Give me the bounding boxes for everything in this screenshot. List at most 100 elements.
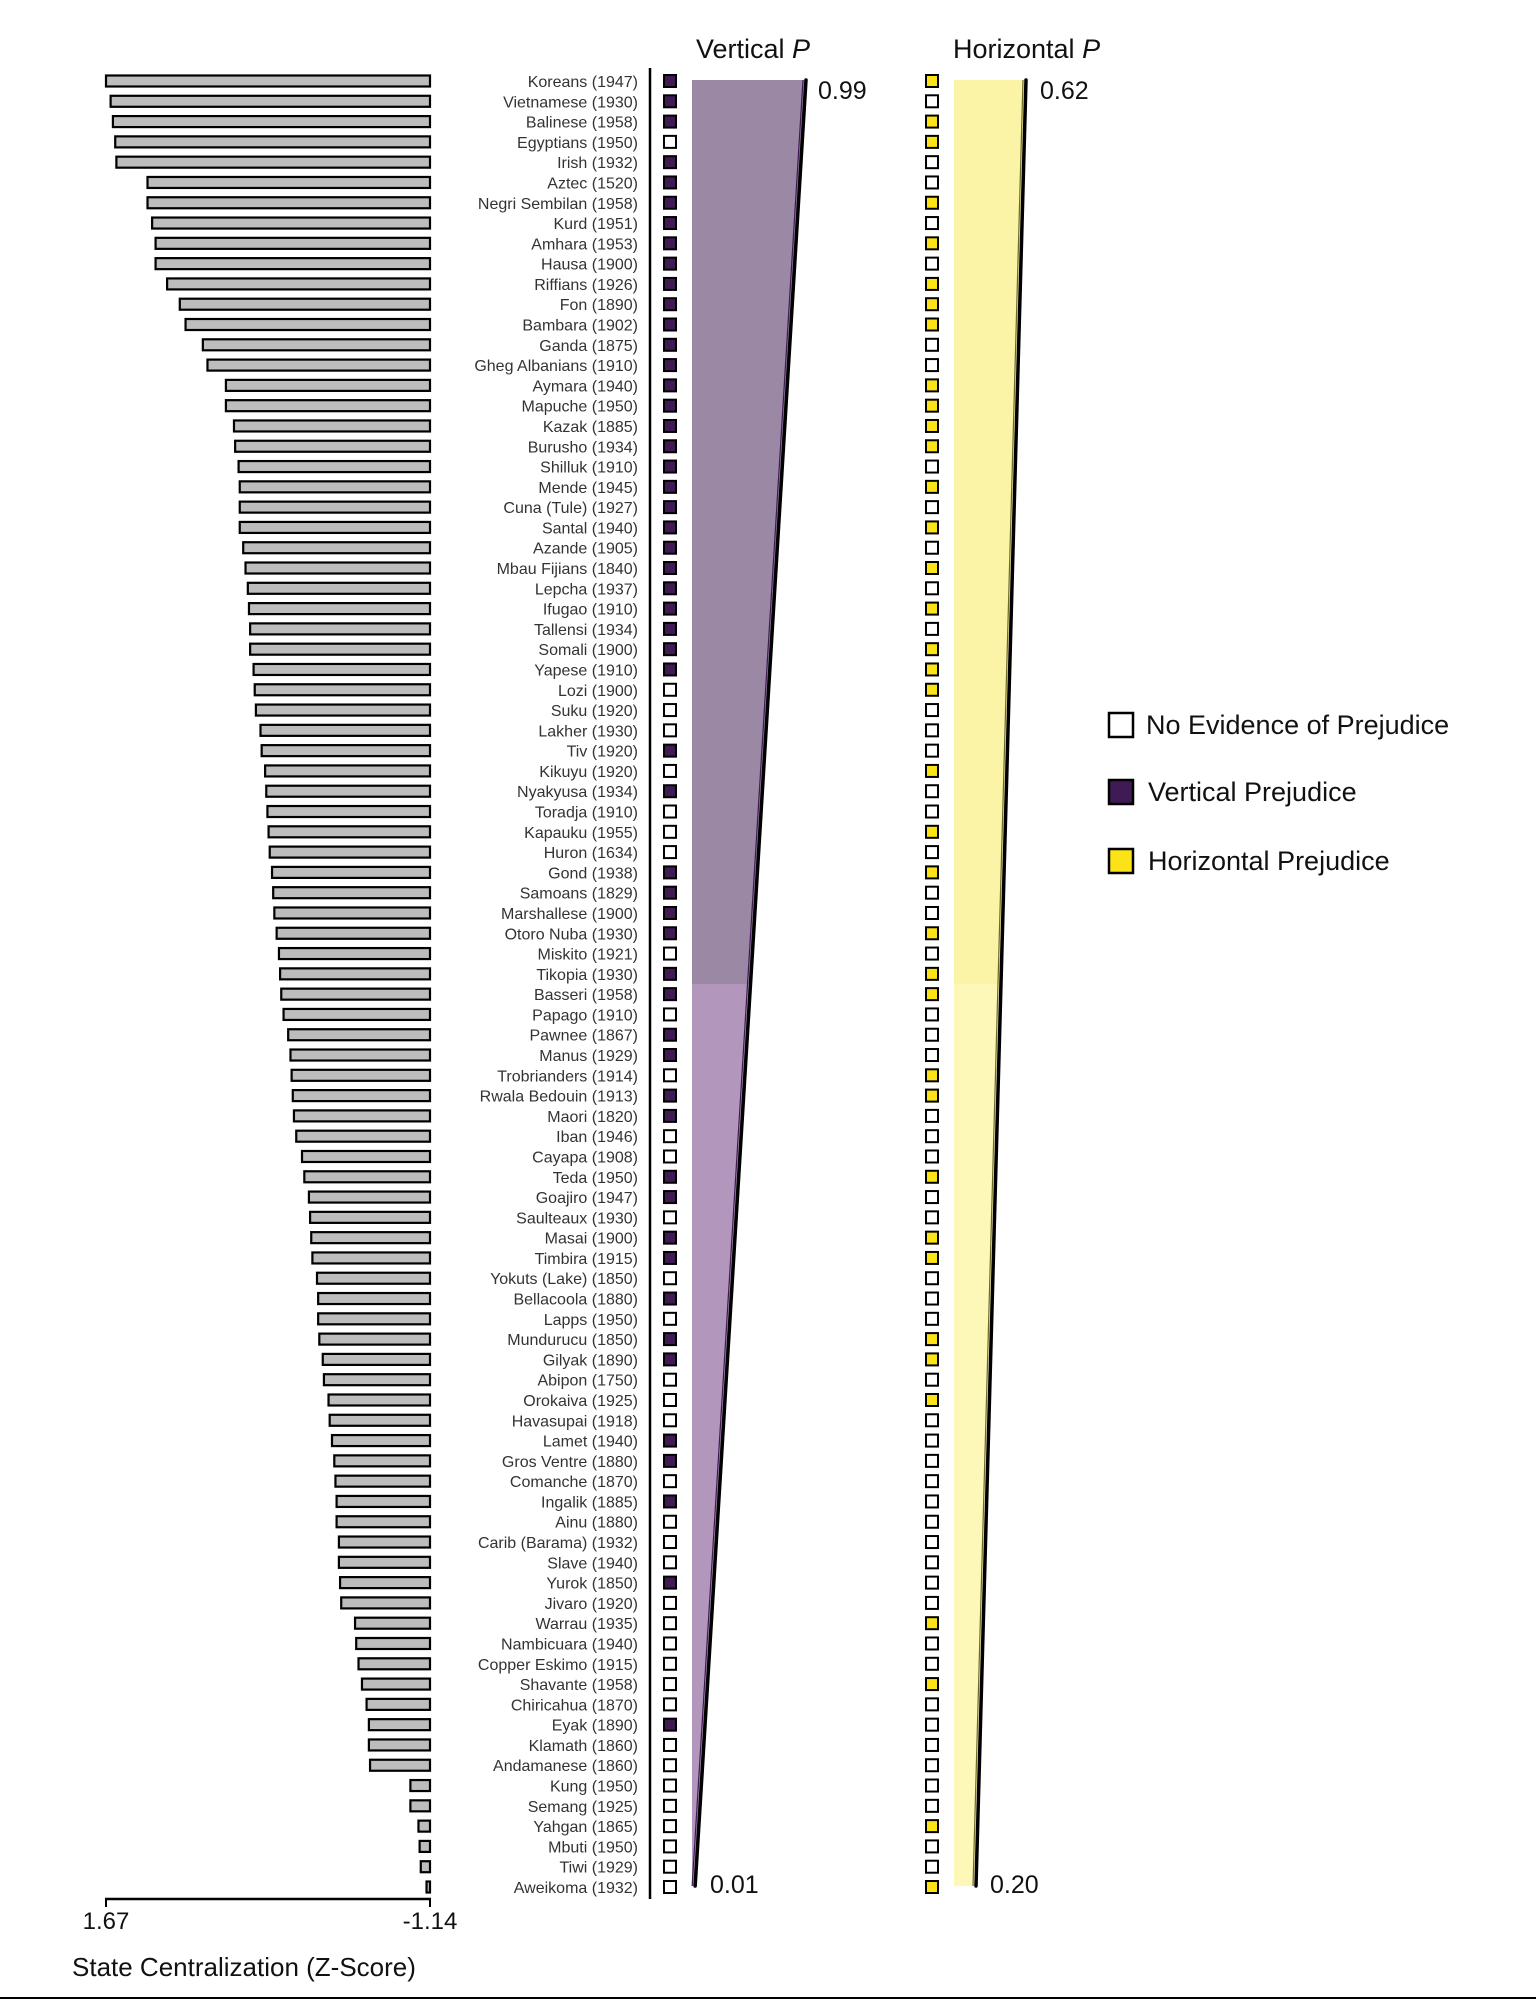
horizontal-prejudice-square xyxy=(925,1291,939,1306)
society-label: Eyak (1890) xyxy=(552,1718,638,1735)
horizontal-prejudice-square xyxy=(925,601,939,616)
bar xyxy=(146,196,432,210)
horizontal-prejudice-square xyxy=(925,804,939,819)
bar xyxy=(253,683,432,697)
society-label: Rwala Bedouin (1913) xyxy=(480,1089,638,1106)
horizontal-prejudice-square xyxy=(925,581,939,596)
society-label: Timbira (1915) xyxy=(535,1251,638,1268)
horizontal-prejudice-square xyxy=(925,1859,939,1874)
vertical-prejudice-square xyxy=(663,1048,677,1063)
horizontal-prejudice-square xyxy=(925,1656,939,1671)
society-label: Manus (1929) xyxy=(539,1048,638,1065)
horizontal-prejudice-square xyxy=(925,418,939,433)
vertical-prejudice-square xyxy=(663,682,677,697)
society-label: Slave (1940) xyxy=(547,1555,638,1572)
vertical-prejudice-square xyxy=(663,804,677,819)
horizontal-prejudice-square xyxy=(925,1068,939,1083)
society-label: Andamanese (1860) xyxy=(493,1758,638,1775)
vertical-prejudice-square xyxy=(663,784,677,799)
horizontal-prejudice-square xyxy=(925,1575,939,1590)
horizontal-prejudice-square xyxy=(925,1332,939,1347)
horizontal-prejudice-square xyxy=(925,1616,939,1631)
horizontal-p-title-text: Horizontal xyxy=(953,34,1082,64)
horizontal-prejudice-square xyxy=(925,763,939,778)
horizontal-prejudice-square xyxy=(925,621,939,636)
horizontal-prejudice-square xyxy=(925,1494,939,1509)
bar xyxy=(318,1332,432,1346)
vertical-prejudice-square xyxy=(663,1007,677,1022)
society-label: Irish (1932) xyxy=(557,155,638,172)
x-tick-label-left: 1.67 xyxy=(83,1908,130,1935)
bar xyxy=(265,784,432,798)
vertical-prejudice-square xyxy=(663,1027,677,1042)
vertical-prejudice-square xyxy=(663,1129,677,1144)
vertical-prejudice-square xyxy=(663,885,677,900)
vertical-prejudice-square xyxy=(663,1697,677,1712)
society-label: Tikopia (1930) xyxy=(536,967,638,984)
society-label: Cayapa (1908) xyxy=(532,1149,638,1166)
legend-swatch-none xyxy=(1107,711,1135,739)
vertical-prejudice-square xyxy=(663,1717,677,1732)
horizontal-p-top-label: 0.62 xyxy=(1040,77,1089,105)
vertical-prejudice-square xyxy=(663,1798,677,1813)
horizontal-prejudice-square xyxy=(925,1129,939,1144)
society-label: Kapauku (1955) xyxy=(524,825,638,842)
horizontal-prejudice-square xyxy=(925,1088,939,1103)
vertical-prejudice-square xyxy=(663,926,677,941)
vertical-prejudice-square xyxy=(663,74,677,88)
bar xyxy=(254,703,432,717)
bar xyxy=(295,1129,432,1143)
vertical-prejudice-square xyxy=(663,1656,677,1671)
bar xyxy=(409,1778,432,1793)
horizontal-prejudice-square xyxy=(925,134,939,149)
horizontal-prejudice-square xyxy=(925,1737,939,1752)
society-label: Ingalik (1885) xyxy=(541,1494,638,1511)
bar xyxy=(104,74,432,88)
vertical-prejudice-square xyxy=(663,114,677,129)
society-label: Mapuche (1950) xyxy=(521,399,638,416)
horizontal-prejudice-square xyxy=(925,155,939,170)
horizontal-p-title: Horizontal P xyxy=(953,34,1100,64)
horizontal-prejudice-square xyxy=(925,1433,939,1448)
bar xyxy=(315,1271,432,1285)
society-label: Nyakyusa (1934) xyxy=(517,784,638,801)
horizontal-prejudice-square xyxy=(925,1677,939,1692)
bar xyxy=(409,1799,432,1813)
vertical-prejudice-square xyxy=(663,1494,677,1509)
bar xyxy=(317,1291,432,1306)
vertical-prejudice-square xyxy=(663,1859,677,1874)
legend-swatch-vertical xyxy=(1107,778,1135,806)
vertical-prejudice-square xyxy=(663,418,677,433)
vertical-prejudice-square xyxy=(663,1575,677,1590)
horizontal-prejudice-square xyxy=(925,1535,939,1550)
society-label: Mbuti (1950) xyxy=(548,1839,638,1856)
vertical-prejudice-square xyxy=(663,1514,677,1529)
horizontal-prejudice-square xyxy=(925,1717,939,1732)
vertical-prejudice-square xyxy=(663,297,677,312)
vertical-prejudice-square xyxy=(663,337,677,352)
society-label: Trobrianders (1914) xyxy=(497,1068,638,1085)
society-label: Yapese (1910) xyxy=(534,662,638,679)
vertical-prejudice-square xyxy=(663,561,677,576)
society-label: Cuna (Tule) (1927) xyxy=(503,500,638,517)
vertical-prejudice-square xyxy=(663,398,677,413)
vertical-prejudice-square xyxy=(663,1250,677,1265)
vertical-prejudice-square xyxy=(663,94,677,109)
bar xyxy=(154,236,432,250)
bar xyxy=(178,297,432,311)
bar xyxy=(111,114,432,129)
horizontal-prejudice-square xyxy=(925,1514,939,1529)
vertical-prejudice-square xyxy=(663,459,677,474)
bar xyxy=(303,1170,432,1184)
horizontal-prejudice-square xyxy=(925,500,939,515)
horizontal-prejudice-square xyxy=(925,1311,939,1326)
horizontal-prejudice-square xyxy=(925,865,939,880)
horizontal-prejudice-square xyxy=(925,926,939,941)
society-label: Suku (1920) xyxy=(551,703,638,720)
society-label: Mende (1945) xyxy=(538,480,638,497)
vertical-prejudice-square xyxy=(663,1819,677,1834)
bar xyxy=(365,1697,432,1711)
horizontal-prejudice-square xyxy=(925,216,939,231)
bar xyxy=(425,1880,432,1894)
x-axis-title: State Centralization (Z-Score) xyxy=(72,1952,416,1982)
